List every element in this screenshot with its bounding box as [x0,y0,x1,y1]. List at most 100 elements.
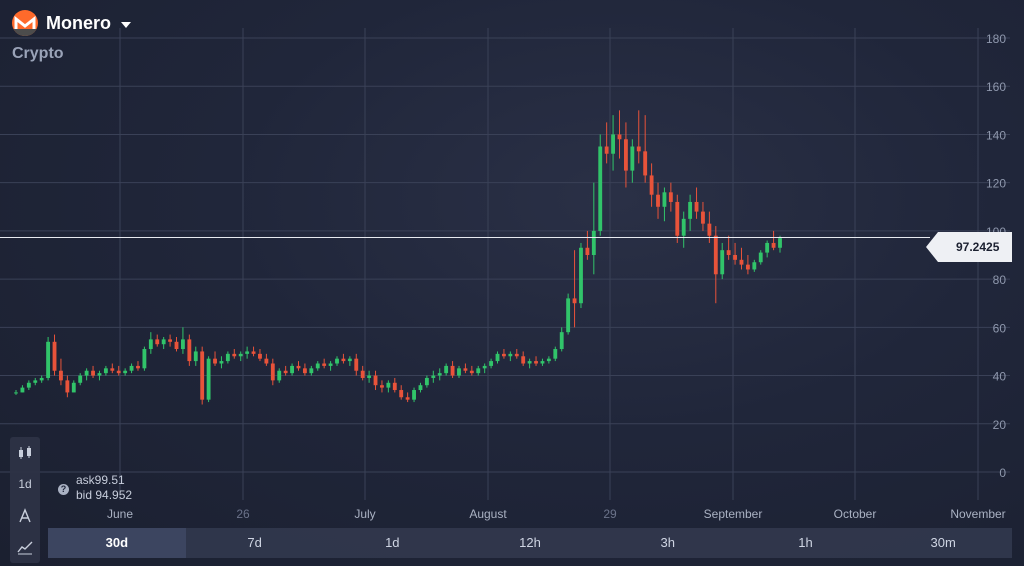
y-tick-label: 80 [993,273,1007,287]
candle [399,385,404,400]
candle [193,346,198,366]
candle [277,368,282,383]
y-tick-label: 20 [993,418,1007,432]
candle [514,349,519,359]
candle [258,349,262,362]
x-tick-label: September [704,507,763,521]
candle [174,336,179,352]
candle [46,336,51,381]
candle [405,392,410,403]
candlestick-icon[interactable] [11,439,39,467]
asset-name: Monero [46,12,111,33]
candle [71,380,76,393]
timeframe-bar: 30d 7d 1d 12h 3h 1h 30m [48,528,1012,558]
timeframe-30d-button[interactable]: 30d [48,528,186,558]
x-tick-label: July [354,507,375,521]
candle [668,182,673,212]
candle [103,365,108,376]
candle [649,163,654,207]
candle [688,194,693,231]
candle [65,375,70,398]
y-tick-label: 60 [993,321,1007,335]
candle [206,356,211,403]
help-icon[interactable]: ? [58,484,69,495]
candle [392,377,397,393]
y-tick-label: 140 [986,128,1006,142]
y-tick-label: 40 [993,370,1007,384]
candle [213,351,217,366]
candle [180,327,185,354]
candle [431,370,436,383]
candle [534,356,538,366]
candle [97,370,102,381]
candle [617,110,622,159]
timeframe-12h-button[interactable]: 12h [519,535,541,550]
candle [264,353,269,366]
asset-selector[interactable]: Monero [12,10,131,36]
timeframe-30m-button[interactable]: 30m [930,535,956,550]
candle [84,368,89,381]
candle [33,377,38,386]
candle [495,351,500,364]
candle [290,363,294,376]
timeframe-1d-button[interactable]: 1d [385,535,400,550]
candle [142,346,147,371]
candle [437,368,442,381]
timeframe-3h-button[interactable]: 3h [660,535,675,550]
y-tick-label: 160 [986,80,1006,94]
candle [720,242,725,280]
candle [771,230,776,251]
candle [123,368,128,376]
candle [521,351,526,366]
current-price-value: 97.2425 [956,240,1000,254]
chevron-down-icon[interactable] [121,21,131,28]
candle [148,332,153,354]
candle [540,358,545,366]
candle [591,182,596,275]
candle [219,356,224,369]
candles-layer [14,110,782,405]
candle [739,247,744,270]
candle [52,334,57,376]
indicator-icon[interactable] [11,533,39,561]
candle [752,259,757,272]
candle [225,351,230,364]
candle [733,242,737,265]
candle [758,250,763,265]
candle [270,358,275,386]
candle [110,363,115,374]
candle [675,194,680,243]
candle [681,211,686,248]
candle [489,358,494,369]
candle [546,356,551,364]
candle [335,356,339,366]
candle [457,365,461,378]
candle [309,365,314,376]
candle [508,351,513,362]
x-tick-label: 29 [603,507,617,521]
candle [527,358,532,369]
timeframe-7d-button[interactable]: 7d [247,535,262,550]
candle [161,336,166,350]
candle [168,334,173,347]
candle [745,255,750,275]
candle [623,122,628,188]
candle [694,187,699,219]
candle [20,385,25,393]
candle [251,346,256,357]
candle [778,235,782,253]
candle [444,363,449,376]
candle [585,230,590,260]
timeframe-1h-button[interactable]: 1h [798,535,813,550]
timeframe-selector[interactable]: 1d [18,477,32,492]
candle [726,235,731,260]
monero-logo-icon [12,10,38,36]
candle [116,365,121,376]
candle [707,211,712,243]
candle [476,365,481,376]
y-tick-label: 180 [986,32,1006,46]
candle [502,349,506,359]
drawing-tool-icon[interactable] [11,502,39,530]
